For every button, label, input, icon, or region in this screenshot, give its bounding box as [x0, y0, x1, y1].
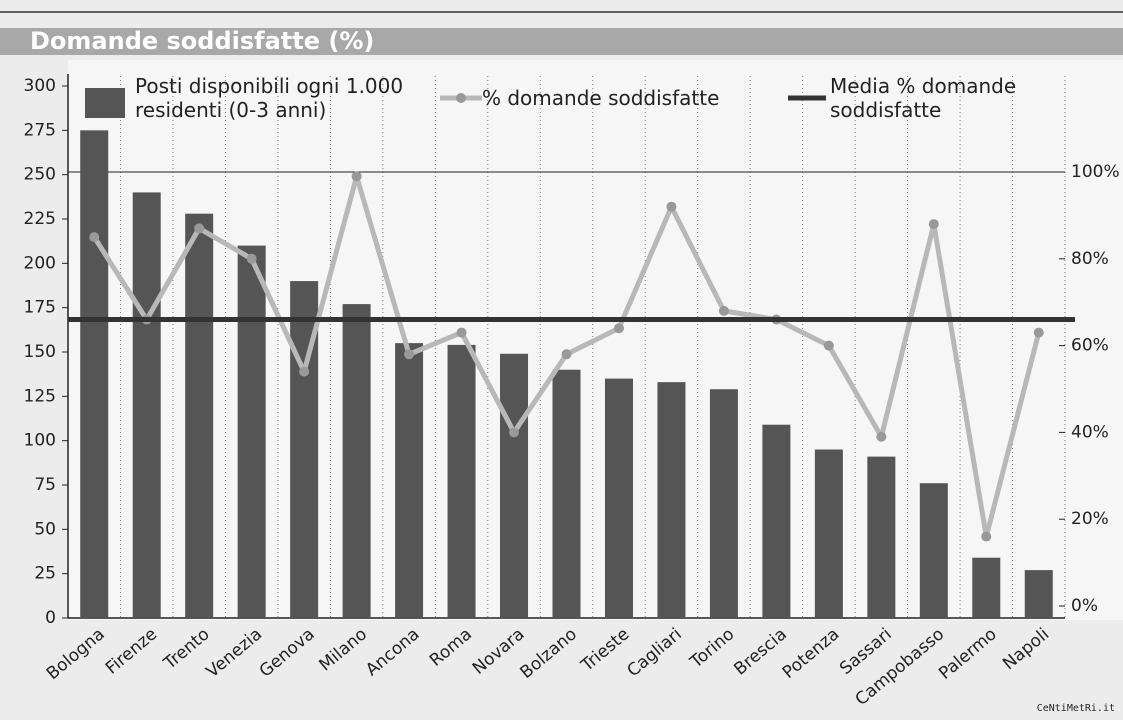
bar	[1025, 570, 1053, 618]
x-tick-label: Potenza	[779, 624, 843, 683]
x-tick-label: Napoli	[999, 624, 1053, 674]
y-tick-label: 300	[24, 76, 56, 96]
legend-label: % domande soddisfatte	[482, 86, 719, 110]
y-tick-label: 75	[34, 475, 56, 495]
bar	[553, 370, 581, 618]
marker	[719, 306, 729, 316]
marker	[824, 341, 834, 351]
y2-tick-label: 40%	[1071, 422, 1109, 442]
x-tick-label: Cagliari	[623, 624, 685, 681]
marker	[666, 202, 676, 212]
y-tick-label: 25	[34, 564, 56, 584]
marker	[1034, 328, 1044, 338]
y-tick-label: 200	[24, 253, 56, 273]
bar	[133, 192, 161, 618]
x-tick-label: Firenze	[102, 624, 161, 678]
y2-tick-label: 100%	[1071, 162, 1120, 182]
bar	[710, 389, 738, 618]
marker	[614, 323, 624, 333]
y-tick-label: 250	[24, 165, 56, 185]
marker	[929, 219, 939, 229]
marker	[562, 349, 572, 359]
y-tick-label: 150	[24, 342, 56, 362]
legend-label: Media % domande soddisfatte	[830, 74, 1080, 122]
y-tick-label: 225	[24, 209, 56, 229]
marker	[876, 432, 886, 442]
x-tick-label: Palermo	[935, 624, 1001, 684]
source: CeNtiMetRi.it	[1037, 703, 1115, 714]
y-tick-label: 275	[24, 120, 56, 140]
x-tick-label: Ancona	[362, 624, 423, 680]
legend-label: Posti disponibili ogni 1.000 residenti (…	[135, 74, 435, 122]
bar	[185, 214, 213, 618]
x-tick-label: Bologna	[43, 624, 109, 684]
marker	[194, 223, 204, 233]
bar	[972, 558, 1000, 618]
y2-tick-label: 60%	[1071, 336, 1109, 356]
bar	[605, 379, 633, 618]
y2-tick-label: 0%	[1071, 596, 1098, 616]
bar	[867, 457, 895, 618]
bar	[920, 483, 948, 618]
bar	[343, 304, 371, 618]
page: Domande soddisfatte (%) CeNtiMetRi.it 0 2…	[0, 0, 1123, 720]
legend-swatch	[85, 88, 125, 118]
bar	[500, 354, 528, 618]
marker	[352, 171, 362, 181]
y-tick-label: 175	[24, 298, 56, 318]
bar	[762, 425, 790, 618]
x-tick-label: Bolzano	[517, 624, 581, 683]
marker	[404, 349, 414, 359]
marker	[247, 254, 257, 264]
x-tick-label: Venezia	[203, 624, 266, 682]
y-tick-label: 0	[45, 608, 56, 628]
marker	[981, 532, 991, 542]
y2-tick-label: 80%	[1071, 249, 1109, 269]
chart-title: Domande soddisfatte (%)	[30, 27, 374, 55]
marker	[457, 328, 467, 338]
bar	[395, 343, 423, 618]
x-tick-label: Genova	[256, 624, 319, 681]
y-tick-label: 50	[34, 519, 56, 539]
y-tick-label: 100	[24, 431, 56, 451]
y-tick-label: 125	[24, 386, 56, 406]
marker	[509, 427, 519, 437]
legend-swatch	[456, 93, 466, 103]
marker	[299, 367, 309, 377]
marker	[89, 232, 99, 242]
bar	[238, 246, 266, 618]
bar	[448, 345, 476, 618]
bar	[815, 450, 843, 618]
bar	[80, 130, 108, 618]
bar	[657, 382, 685, 618]
x-tick-label: Milano	[315, 624, 371, 675]
y2-tick-label: 20%	[1071, 509, 1109, 529]
